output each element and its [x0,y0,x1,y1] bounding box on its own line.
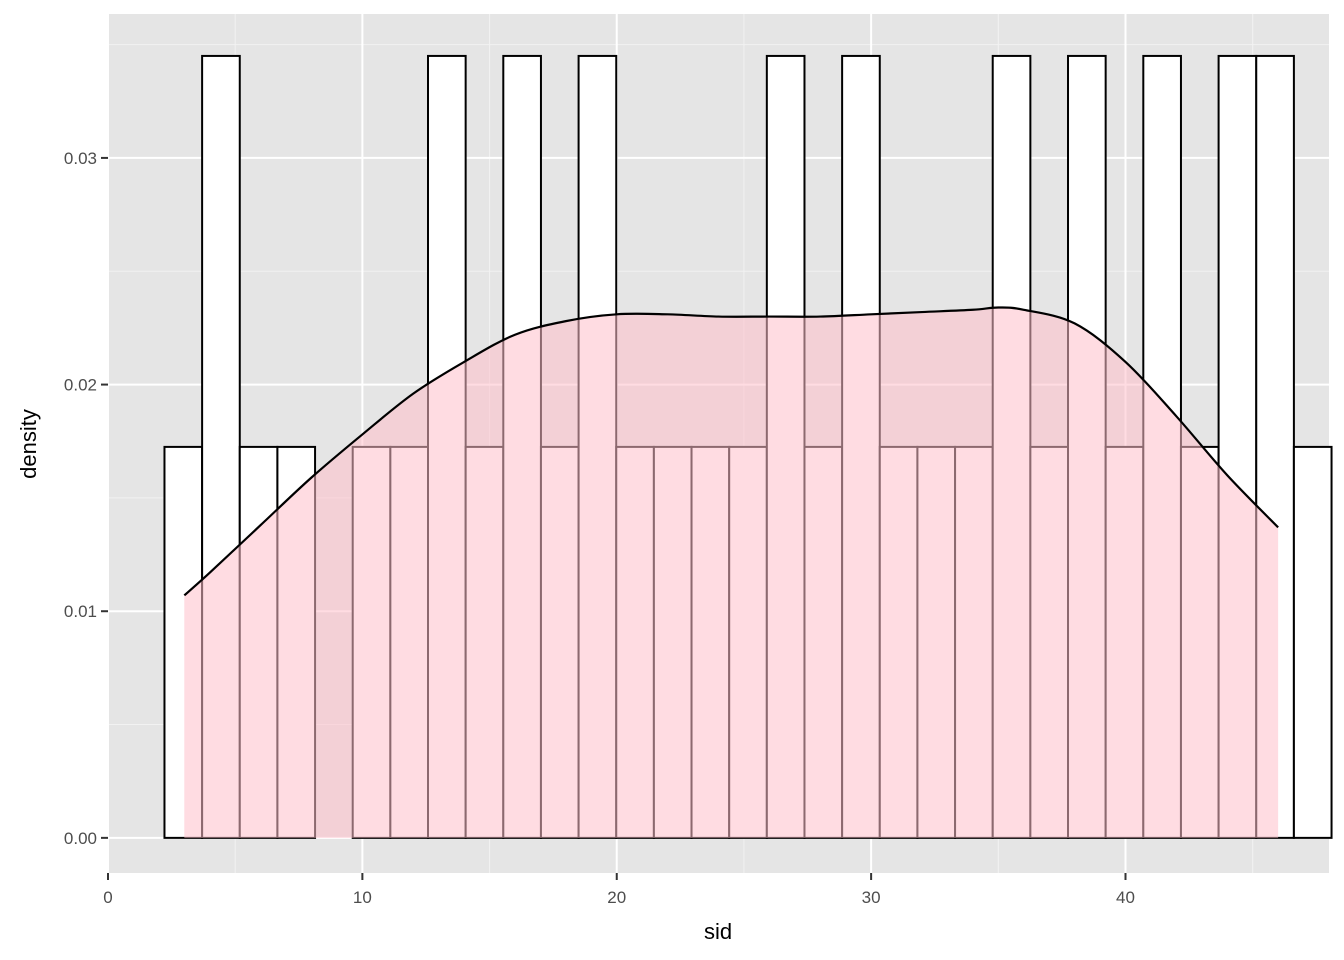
histogram-bar [1292,445,1333,839]
y-axis: 0.00 0.01 0.02 0.03 [64,149,108,848]
y-tick-label: 0.03 [64,149,97,168]
y-axis-title: density [16,409,41,479]
y-tick-label: 0.02 [64,376,97,395]
y-tick-label: 0.01 [64,602,97,621]
x-tick-label: 40 [1116,888,1135,907]
x-tick-label: 0 [103,888,112,907]
x-tick-label: 10 [353,888,372,907]
y-tick-label: 0.00 [64,829,97,848]
density-layer [183,306,1279,838]
x-axis-title: sid [704,919,732,944]
density-line [183,306,1279,597]
x-tick-label: 30 [862,888,881,907]
x-axis: 0 10 20 30 40 [103,873,1135,907]
density-area [184,307,1279,838]
x-tick-label: 20 [607,888,626,907]
